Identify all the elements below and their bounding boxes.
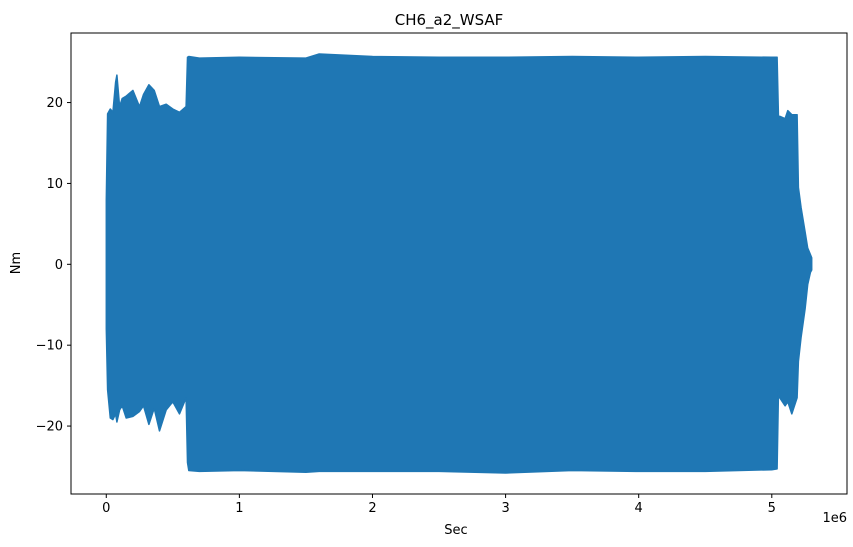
x-axis-title: Sec <box>444 523 467 538</box>
axes-frame <box>70 32 848 495</box>
x-axis: 0 1 2 3 4 5 <box>102 494 776 516</box>
chart-title: CH6_a2_WSAF <box>395 11 504 30</box>
x-tick-label: 5 <box>768 501 776 516</box>
x-axis-offset-label: 1e6 <box>822 511 847 526</box>
y-tick-label: 10 <box>46 177 63 192</box>
plot-area <box>105 53 813 474</box>
x-tick-label: 3 <box>501 501 509 516</box>
y-axis: −20 −10 0 10 20 <box>36 96 71 435</box>
y-tick-label: −20 <box>36 420 63 435</box>
x-tick-label: 1 <box>235 501 243 516</box>
x-tick-label: 4 <box>635 501 643 516</box>
series-envelope <box>105 53 813 474</box>
y-tick-label: 20 <box>46 96 63 111</box>
y-axis-title: Nm <box>9 252 24 274</box>
y-tick-label: −10 <box>36 339 63 354</box>
y-tick-label: 0 <box>55 258 63 273</box>
x-tick-label: 2 <box>368 501 376 516</box>
x-tick-label: 0 <box>102 501 110 516</box>
